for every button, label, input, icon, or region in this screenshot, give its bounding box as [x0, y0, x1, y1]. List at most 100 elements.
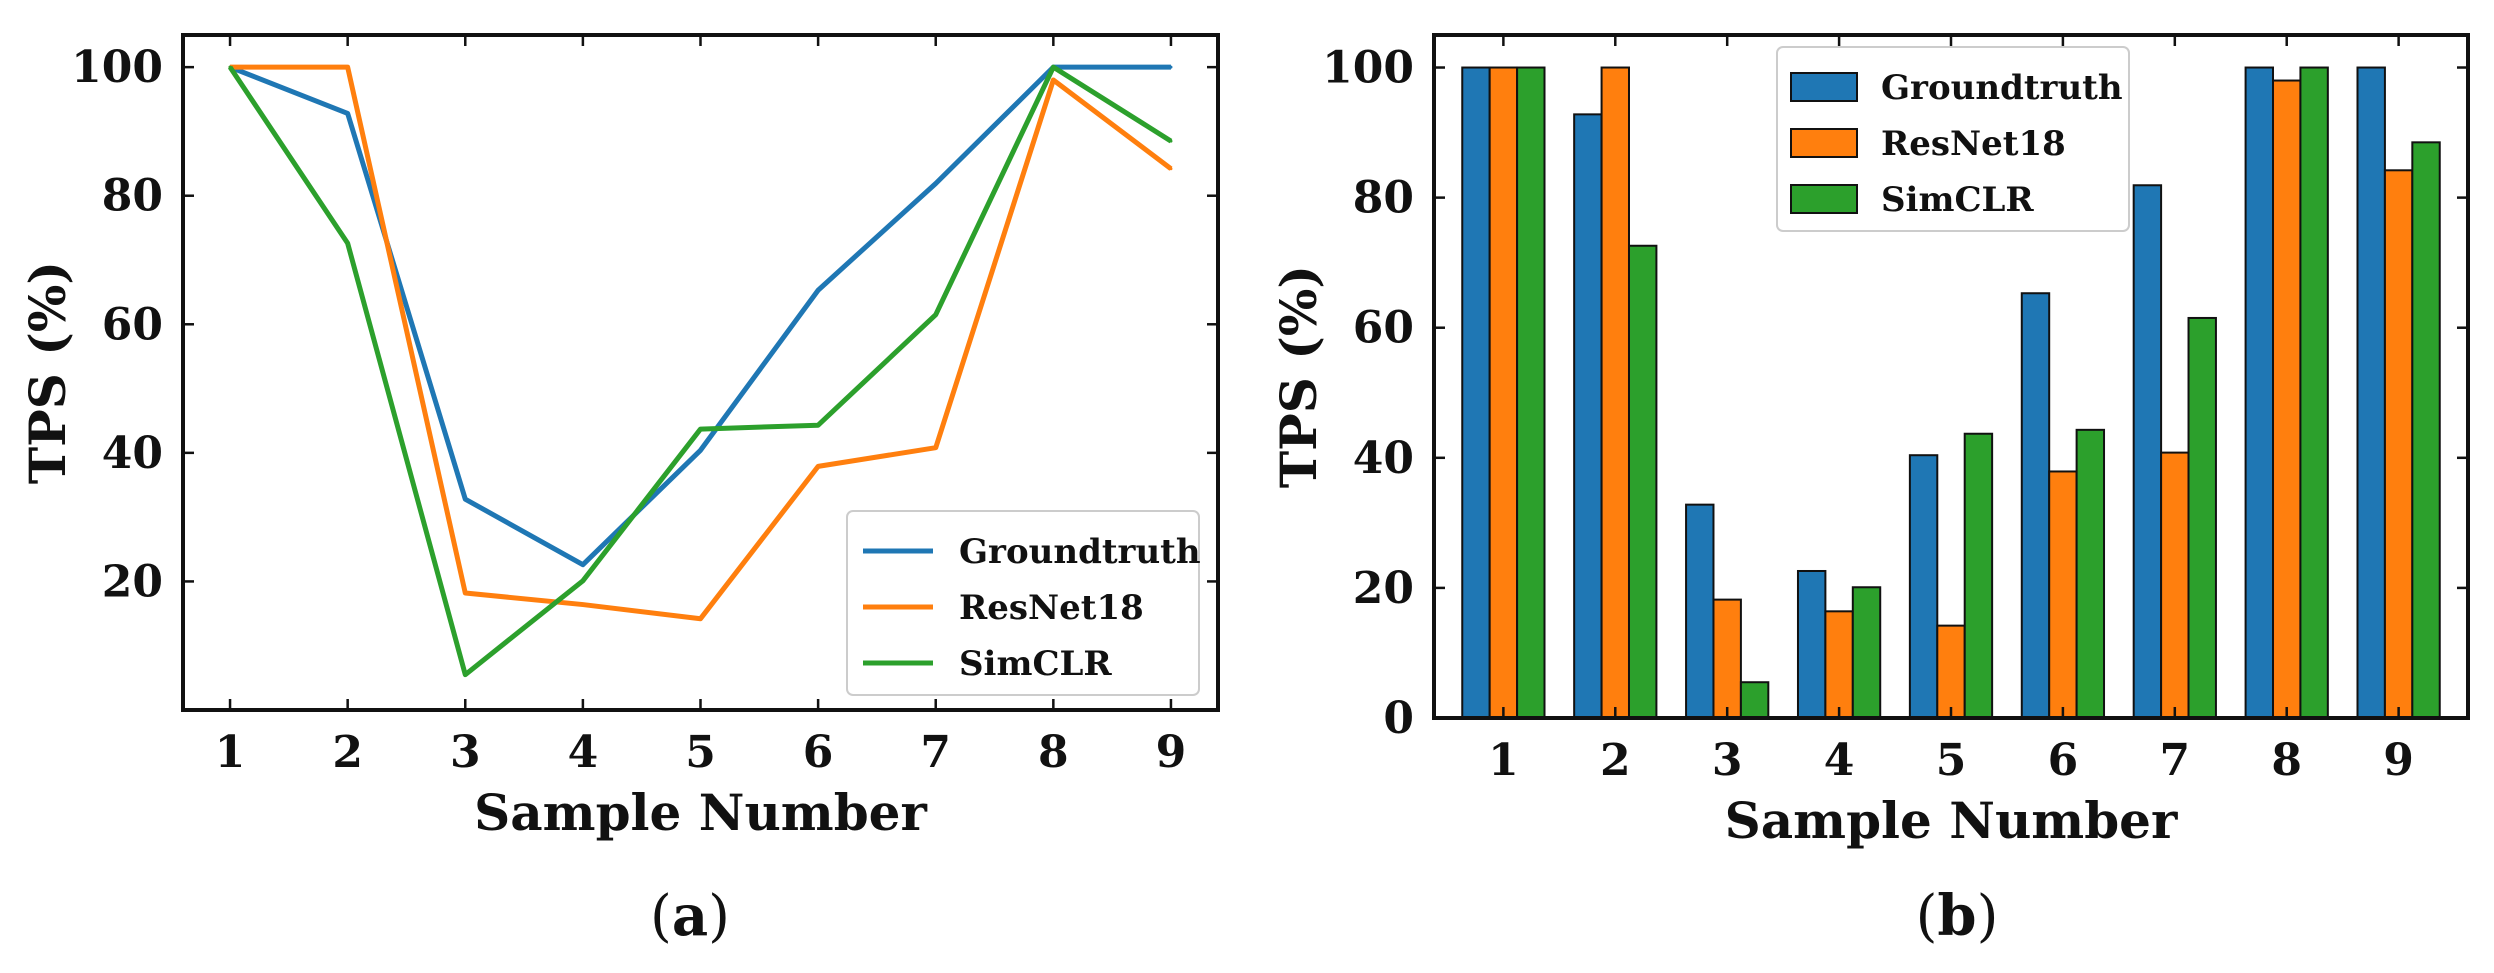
bar-groundtruth-4: [1796, 569, 1827, 719]
plot-frame: [181, 33, 1220, 712]
x-tick-label: 8: [1038, 727, 1069, 778]
caption-letter: b: [1937, 883, 1976, 949]
bar-simclr-7: [2187, 316, 2217, 719]
data-point-simclr: [1051, 65, 1055, 69]
bar-resnet18-8: [2272, 79, 2302, 720]
data-point-simclr: [463, 673, 467, 677]
series-line-groundtruth: [229, 64, 1171, 568]
bar-resnet18-7: [2160, 451, 2190, 719]
caption-close-paren: ): [1977, 884, 1999, 949]
legend-label-groundtruth: Groundtruth: [959, 532, 1201, 572]
x-tick-label: 3: [1712, 735, 1743, 786]
legend-item-resnet18: ResNet18: [1790, 124, 2066, 164]
data-point-groundtruth: [816, 288, 820, 292]
data-point-simclr: [699, 427, 702, 431]
legend-swatch-groundtruth: [1790, 72, 1858, 102]
line-chart-a: 20 40 60 80 100 1 2 3 4 5 6 7 8 9 Sample Number TPS (%)…: [18, 33, 1220, 949]
bar-groundtruth-2: [1573, 113, 1603, 719]
legend-box: [1776, 46, 2130, 232]
bar-resnet18-5: [1936, 624, 1966, 720]
y-tick-label: 80: [102, 171, 163, 222]
bar-chart-b: 0 20 40 60 80 100 1 2 3 4 5 6 7 8 9 Sample Number TPS (%…: [1269, 33, 2470, 949]
legend-swatch-resnet18: [1790, 128, 1858, 158]
bar-simclr-1: [1516, 66, 1546, 720]
data-point-resnet18: [1169, 167, 1173, 171]
legend-label-resnet18: ResNet18: [959, 588, 1144, 628]
x-tick-label: 7: [920, 727, 951, 778]
legend: Groundtruth ResNet18 SimCLR: [1776, 46, 2130, 232]
legend-swatch-simclr: [1790, 184, 1858, 214]
x-tick-label: 6: [2048, 735, 2079, 786]
x-tick-label: 3: [450, 727, 481, 778]
bar-simclr-8: [2299, 66, 2329, 720]
data-point-groundtruth: [463, 497, 467, 501]
data-point-simclr: [934, 313, 938, 317]
x-tick-label: 9: [2383, 735, 2414, 786]
y-tick-label: 100: [1322, 43, 1414, 94]
y-tick-label: 40: [102, 428, 163, 479]
data-point-groundtruth: [346, 111, 350, 115]
data-point-resnet18: [346, 65, 350, 69]
bar-resnet18-6: [2048, 470, 2078, 719]
x-tick-label: 4: [568, 727, 599, 778]
caption-open-paren: (: [650, 884, 672, 949]
x-tick-label: 6: [803, 727, 834, 778]
y-tick-label: 80: [1353, 173, 1414, 224]
bar-groundtruth-1: [1461, 66, 1491, 720]
y-tick-label: 20: [102, 556, 163, 607]
x-tick-label: 1: [1488, 735, 1519, 786]
data-point-groundtruth: [699, 448, 702, 452]
bar-groundtruth-3: [1685, 503, 1715, 719]
bar-groundtruth-6: [2020, 292, 2051, 719]
legend-item-groundtruth: Groundtruth: [863, 532, 1201, 572]
figure-caption: (b): [1916, 883, 1999, 949]
plot-frame: [1432, 33, 2470, 720]
legend-label-simclr: SimCLR: [1881, 180, 2034, 220]
bar-simclr-3: [1739, 681, 1770, 720]
data-point-resnet18: [816, 464, 820, 468]
legend-item-groundtruth: Groundtruth: [1790, 68, 2123, 108]
bar-groundtruth-8: [2244, 66, 2275, 720]
legend-item-simclr: SimCLR: [863, 644, 1112, 684]
caption-open-paren: (: [1916, 884, 1938, 949]
data-point-groundtruth: [934, 182, 938, 185]
data-point-resnet18: [581, 603, 585, 607]
bar-resnet18-9: [2383, 169, 2414, 719]
x-tick-label: 4: [1824, 735, 1855, 786]
bar-resnet18-1: [1488, 66, 1519, 720]
x-tick-label: 9: [1156, 727, 1187, 778]
legend: Groundtruth ResNet18 SimCLR: [846, 510, 1201, 696]
bar-simclr-4: [1851, 586, 1882, 719]
x-tick-label: 1: [215, 727, 246, 778]
y-tick-label: 20: [1353, 563, 1414, 614]
x-tick-label: 8: [2271, 735, 2302, 786]
bar-simclr-6: [2075, 428, 2106, 719]
bar-groundtruth-7: [2132, 184, 2163, 719]
bar-groundtruth-9: [2356, 66, 2386, 720]
figure-caption: (a): [650, 883, 730, 949]
data-point-groundtruth: [581, 563, 585, 567]
x-tick-label: 5: [685, 727, 716, 778]
y-tick-label: 60: [1353, 303, 1414, 354]
x-tick-label: 7: [2159, 735, 2190, 786]
data-point-resnet18: [934, 446, 938, 450]
data-point-simclr: [816, 423, 820, 427]
legend-item-resnet18: ResNet18: [863, 588, 1144, 628]
y-tick-label: 0: [1383, 693, 1414, 744]
data-point-resnet18: [1051, 78, 1055, 82]
bar-simclr-9: [2411, 141, 2441, 720]
y-axis-title: TPS (%): [1269, 265, 1328, 488]
legend-label-groundtruth: Groundtruth: [1881, 68, 2123, 108]
y-axis-title: TPS (%): [18, 261, 77, 484]
bar-groundtruth-5: [1908, 454, 1939, 719]
data-point-simclr: [346, 241, 350, 245]
bar-resnet18-2: [1600, 66, 1630, 720]
data-point-resnet18: [463, 591, 467, 595]
bar-resnet18-4: [1824, 610, 1854, 719]
legend-label-simclr: SimCLR: [959, 644, 1112, 684]
caption-close-paren: ): [708, 884, 730, 949]
y-tick-label: 40: [1353, 433, 1414, 484]
legend-item-simclr: SimCLR: [1790, 180, 2034, 220]
legend-label-resnet18: ResNet18: [1881, 124, 2066, 164]
